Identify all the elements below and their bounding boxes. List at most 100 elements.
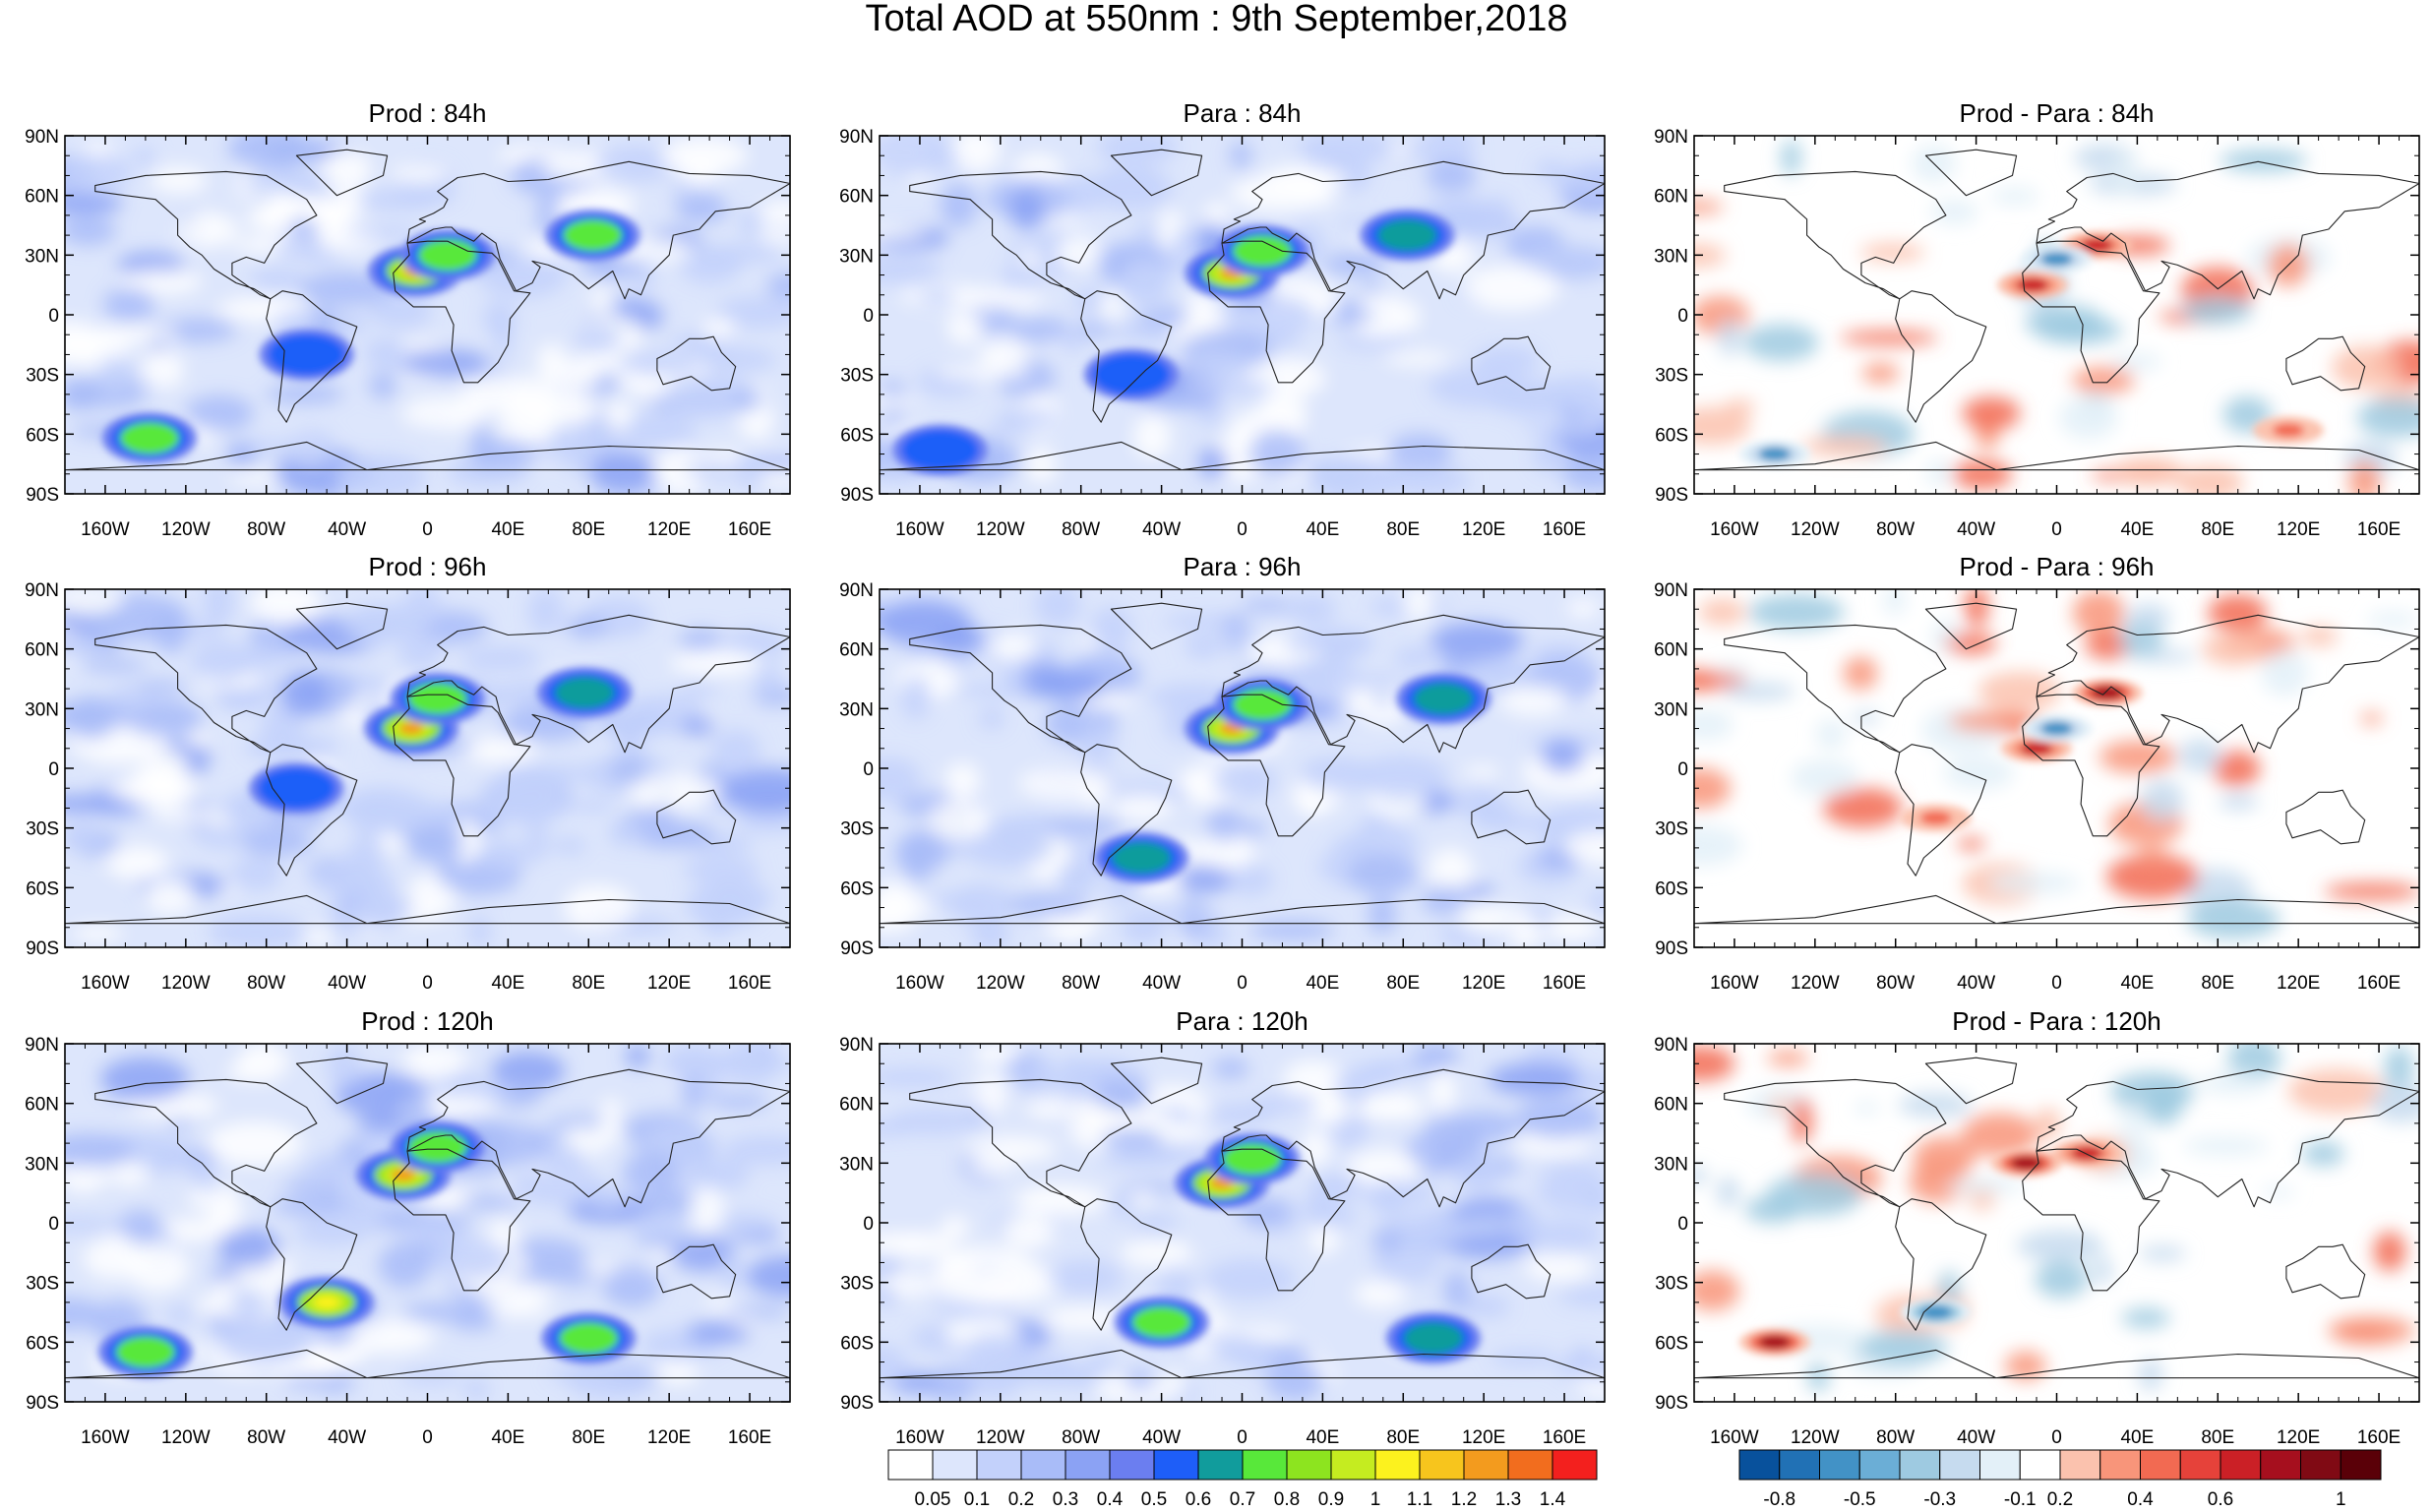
hotspot-mark (1403, 1322, 1463, 1355)
hotspot-mark (2016, 277, 2048, 292)
hotspot-mark (559, 1322, 619, 1355)
lon-tick-label: 120W (1791, 1427, 1840, 1448)
colorbar-label: 1.1 (1407, 1489, 1432, 1507)
colorbar-label: 1 (1370, 1489, 1381, 1507)
colorbar-box (1419, 1449, 1465, 1481)
colorbar-label: 0.05 (915, 1489, 951, 1507)
lon-tick-label: 0 (2051, 1427, 2062, 1448)
lat-tick-label: 0 (1677, 1214, 1688, 1235)
lon-tick-label: 40E (2120, 973, 2154, 994)
lon-tick-label: 80W (1876, 519, 1915, 540)
lon-tick-label: 80E (2201, 1427, 2234, 1448)
lon-tick-label: 120W (1791, 519, 1840, 540)
colorbar-box (932, 1449, 978, 1481)
lat-tick-label: 60S (1655, 878, 1688, 899)
lon-tick-label: 40W (1142, 1427, 1181, 1448)
colorbar-label: -0.3 (1923, 1489, 1956, 1507)
aod-field (880, 136, 1605, 494)
lon-tick-label: 80W (1062, 519, 1100, 540)
panel-title: Prod : 96h (369, 552, 487, 581)
lon-tick-label: 160E (2357, 519, 2401, 540)
colorbar-label: 0.3 (1053, 1489, 1078, 1507)
lon-tick-label: 160W (895, 519, 944, 540)
hotspot-mark (1919, 1305, 1952, 1319)
lat-tick-label: 60S (26, 878, 59, 899)
colorbar-box (2340, 1449, 2382, 1481)
lat-tick-label: 90N (25, 1035, 59, 1056)
lon-tick-label: 160W (895, 973, 944, 994)
lat-tick-label: 30N (25, 699, 59, 720)
lon-tick-label: 120E (2277, 1427, 2320, 1448)
hotspot-mark (1758, 1335, 1791, 1350)
colorbar-box (2300, 1449, 2342, 1481)
lat-tick-label: 60N (839, 1095, 874, 1116)
map-panel: Para : 120h 90N 60N 30N 0 30S 60S 90S 160W 120W 80… (839, 1006, 1606, 1448)
lat-tick-label: 60N (25, 1095, 59, 1116)
lon-tick-label: 120E (647, 973, 691, 994)
lon-tick-label: 40E (491, 1427, 524, 1448)
lat-tick-label: 90S (1655, 1393, 1688, 1414)
lon-tick-label: 80E (572, 1427, 605, 1448)
lon-tick-label: 0 (422, 519, 433, 540)
panel-title: Prod - Para : 96h (1960, 552, 2155, 581)
lon-tick-label: 120W (161, 519, 211, 540)
colorbar-box (1463, 1449, 1509, 1481)
lon-tick-label: 160W (1710, 519, 1759, 540)
coastlines (65, 602, 790, 925)
lon-tick-label: 120E (2277, 519, 2320, 540)
lat-tick-label: 60N (1654, 187, 1688, 208)
colorbar-box (2099, 1449, 2141, 1481)
colorbar-label: 1.4 (1540, 1489, 1566, 1507)
colorbar-label: 0.6 (1186, 1489, 1211, 1507)
lat-tick-label: 30S (840, 366, 874, 387)
hotspot-mark (555, 677, 615, 709)
lat-tick-label: 60N (1654, 640, 1688, 661)
colorbar-box (1242, 1449, 1288, 1481)
lon-tick-label: 40W (1142, 519, 1181, 540)
lon-tick-label: 120W (976, 1427, 1025, 1448)
lat-tick-label: 30S (840, 1274, 874, 1295)
hotspot-mark (1919, 811, 1952, 825)
lon-tick-label: 40W (328, 519, 366, 540)
map-panel: Prod : 120h 90N 60N 30N 0 30S 60S 90S 160W 120W 80… (25, 1006, 791, 1448)
lon-tick-label: 120W (1791, 973, 1840, 994)
lon-tick-label: 0 (2051, 519, 2062, 540)
colorbar-box (2179, 1449, 2221, 1481)
lon-tick-label: 80E (1386, 1427, 1420, 1448)
lon-tick-label: 160W (81, 973, 130, 994)
hotspot-mark (1377, 219, 1437, 252)
lon-tick-label: 40E (2120, 519, 2154, 540)
colorbar-box (2059, 1449, 2101, 1481)
hotspot-mark (1414, 683, 1474, 715)
lat-tick-label: 90S (840, 485, 874, 506)
lat-tick-label: 60N (25, 640, 59, 661)
lon-tick-label: 120W (976, 973, 1025, 994)
colorbar-label: -0.1 (2004, 1489, 2037, 1507)
hotspot-mark (1226, 724, 1239, 733)
colorbar-box (2260, 1449, 2301, 1481)
coastlines (1694, 149, 2419, 471)
lon-tick-label: 80E (1386, 973, 1420, 994)
map-panel: Prod : 84h 90N 60N 30N 0 30S 60S 90S 160W 120W 80W… (25, 98, 791, 540)
lat-tick-label: 30S (1655, 819, 1688, 840)
lon-tick-label: 160E (728, 519, 771, 540)
lat-tick-label: 60S (840, 878, 874, 899)
lon-tick-label: 40E (491, 519, 524, 540)
lat-tick-label: 30S (26, 366, 59, 387)
lon-tick-label: 120W (976, 519, 1025, 540)
lat-tick-label: 30S (1655, 366, 1688, 387)
hotspot-mark (1232, 235, 1292, 268)
hotspot-mark (1131, 1306, 1191, 1339)
map-panel: Para : 84h 90N 60N 30N 0 30S 60S 90S 160W 120W 80W… (839, 98, 1606, 540)
hotspot-mark (2272, 423, 2304, 438)
map-panel: Para : 96h 90N 60N 30N 0 30S 60S 90S 160W 120W 80W… (839, 552, 1606, 994)
hotspot-mark (119, 422, 179, 454)
colorbar-label: 0.1 (964, 1489, 990, 1507)
lon-tick-label: 120E (2277, 973, 2320, 994)
lon-tick-label: 40W (328, 1427, 366, 1448)
lon-tick-label: 40W (1957, 519, 1995, 540)
lat-tick-label: 60N (25, 187, 59, 208)
lat-tick-label: 60S (840, 425, 874, 446)
lon-tick-label: 40W (1142, 973, 1181, 994)
